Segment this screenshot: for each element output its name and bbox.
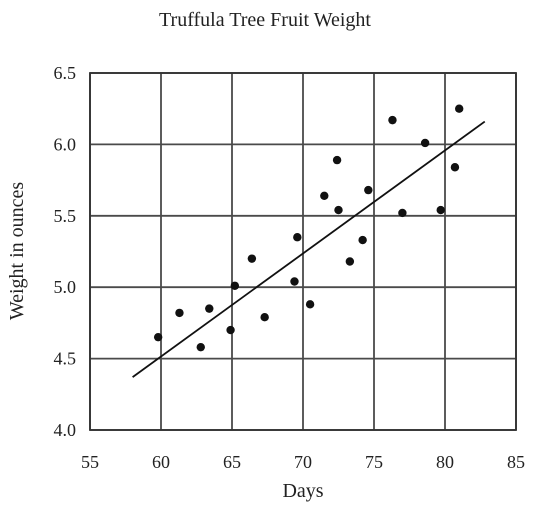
data-point (153, 332, 163, 342)
data-point (196, 342, 205, 352)
data-point (260, 312, 269, 322)
data-point (247, 254, 257, 263)
data-point (175, 308, 184, 318)
data-point (230, 281, 240, 290)
data-point (205, 304, 214, 313)
y-axis-ticks: 4.0 4.5 5.0 5.5 6.0 6.5 (54, 63, 77, 440)
x-tick-label: 80 (436, 452, 454, 472)
data-points (153, 104, 464, 352)
x-tick-label: 60 (152, 452, 170, 472)
y-tick-label: 6.5 (54, 63, 77, 83)
data-point (455, 104, 464, 113)
data-point (305, 300, 315, 309)
y-tick-label: 5.5 (54, 206, 77, 226)
data-point (290, 277, 299, 286)
chart-title: Truffula Tree Fruit Weight (159, 9, 371, 31)
y-tick-label: 4.5 (54, 349, 77, 369)
x-tick-label: 65 (223, 452, 241, 472)
x-axis-ticks: 55 60 65 70 75 80 85 (81, 452, 525, 472)
data-point (364, 185, 373, 195)
data-point (388, 115, 397, 125)
x-tick-label: 75 (365, 452, 383, 472)
data-point (345, 257, 355, 266)
data-point (436, 205, 445, 215)
x-axis-label: Days (282, 480, 323, 502)
y-tick-label: 5.0 (54, 277, 77, 297)
plot-area-frame (89, 72, 517, 431)
data-point (420, 138, 430, 148)
grid-lines (89, 72, 517, 431)
x-tick-label: 70 (294, 452, 312, 472)
trend-line (132, 120, 486, 378)
data-point (398, 208, 407, 218)
data-point (334, 205, 343, 215)
x-tick-label: 85 (507, 452, 525, 472)
data-point (320, 191, 329, 201)
y-axis-label: Weight in ounces (6, 182, 28, 321)
data-point (293, 233, 302, 242)
y-tick-label: 6.0 (54, 134, 77, 154)
y-tick-label: 4.0 (54, 420, 77, 440)
data-point (226, 325, 235, 335)
data-point (332, 155, 342, 165)
data-point (358, 235, 367, 245)
x-tick-label: 55 (81, 452, 99, 472)
data-point (450, 163, 460, 172)
